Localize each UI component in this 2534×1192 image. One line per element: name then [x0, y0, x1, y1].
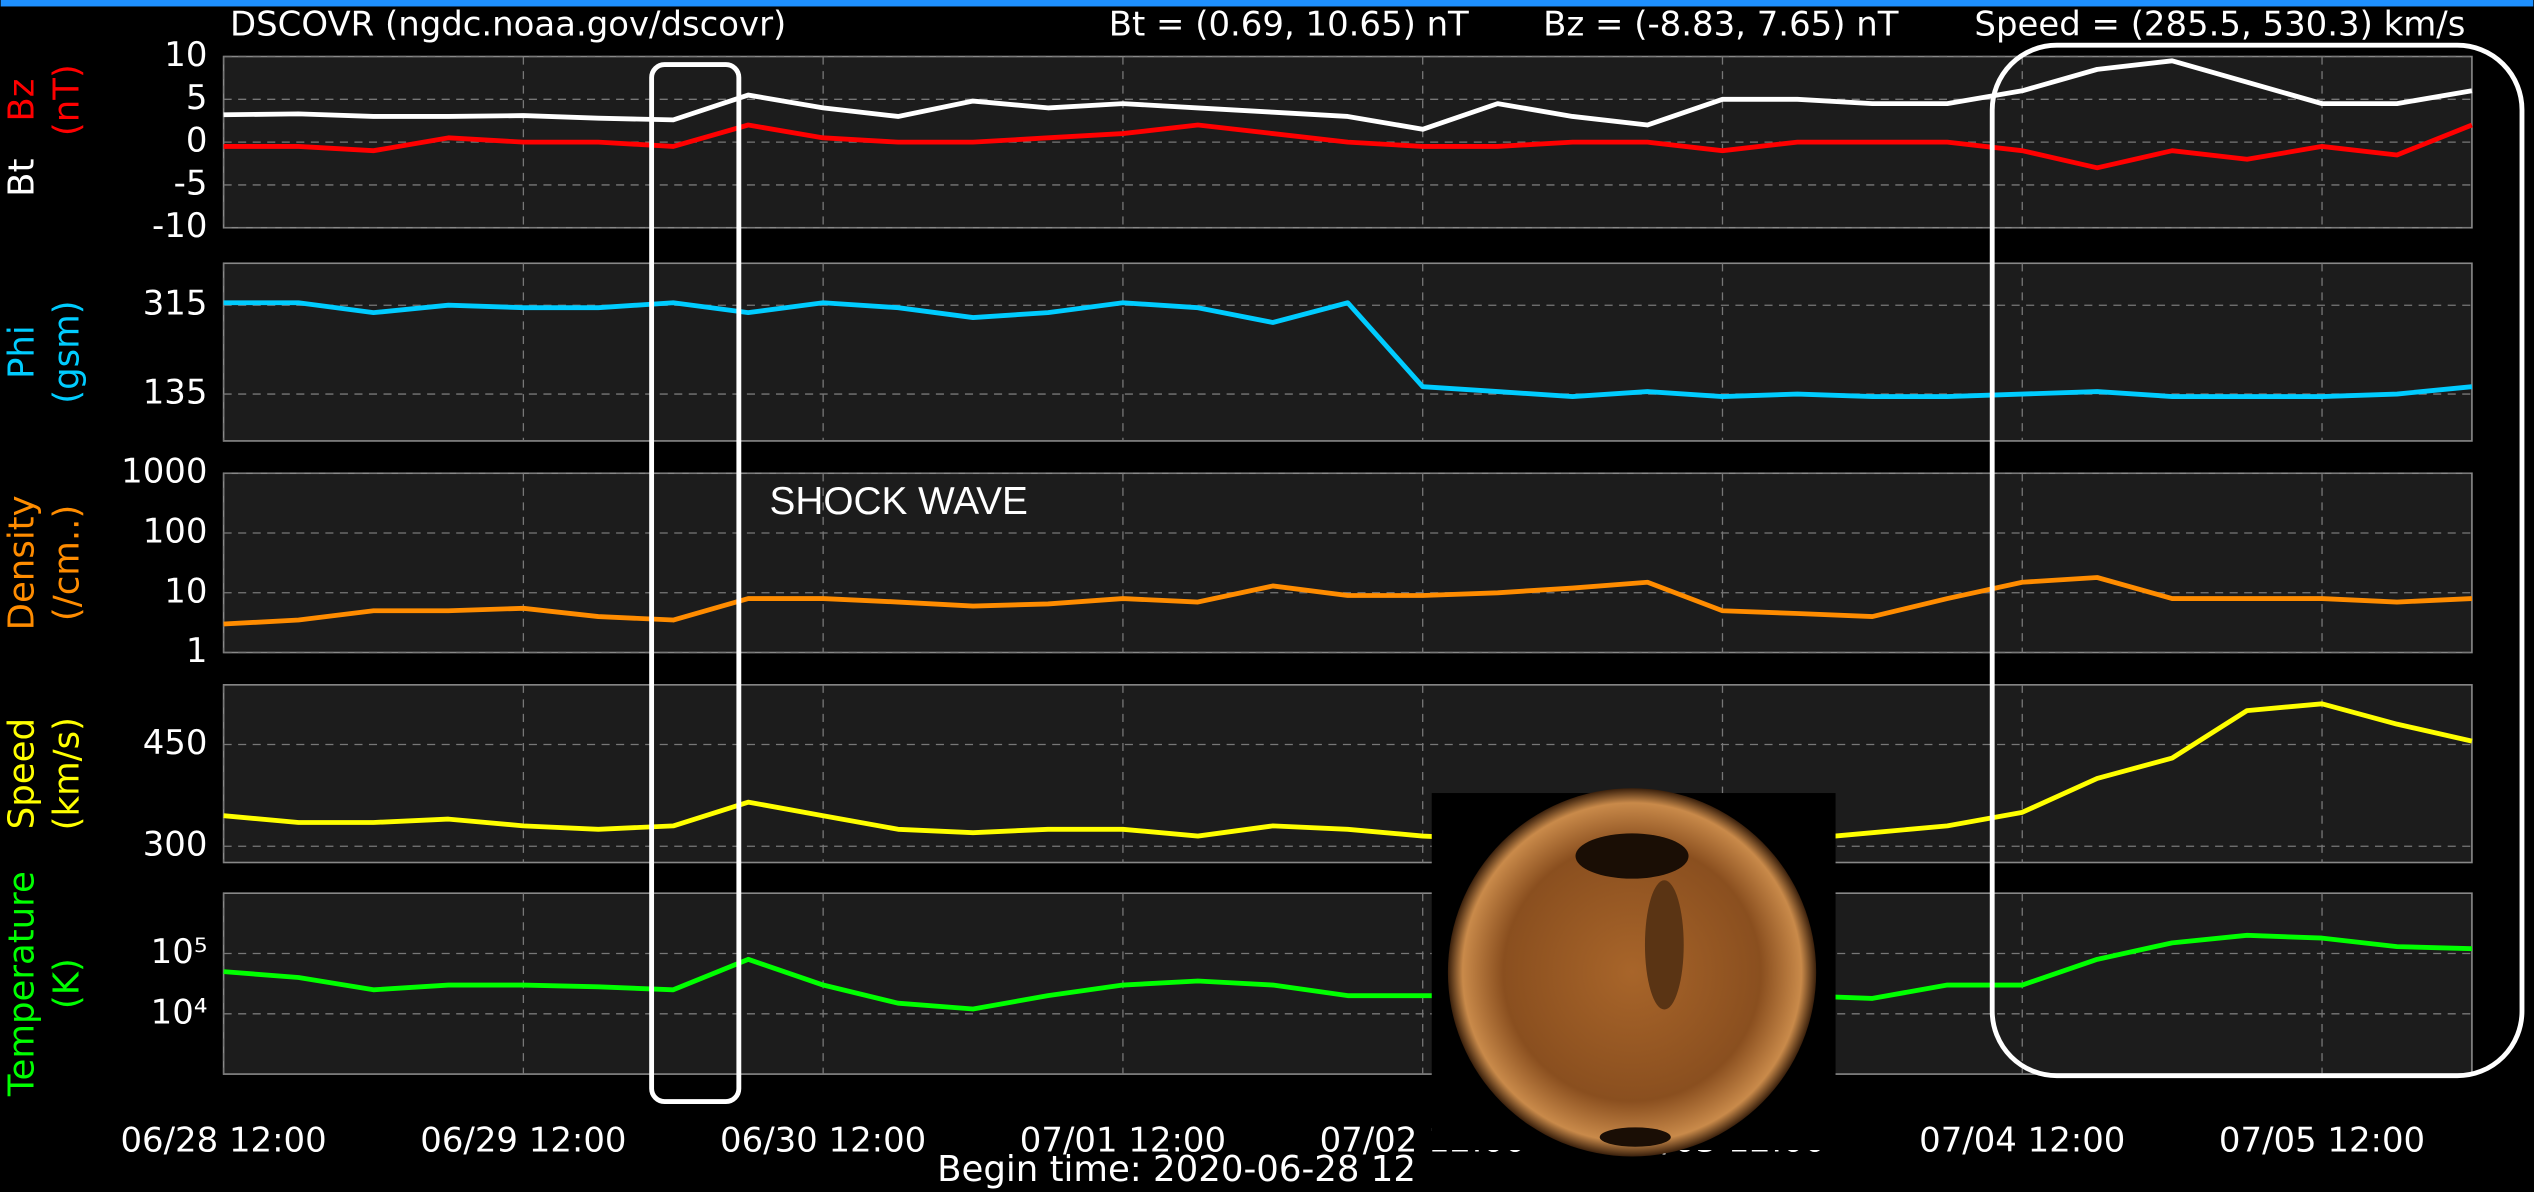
overlay	[649, 42, 2525, 1157]
y-tick-label: 5	[186, 78, 208, 117]
panel	[222, 262, 2473, 442]
y-tick-label: 300	[143, 825, 208, 864]
x-tick-label: 06/30 12:00	[720, 1120, 926, 1159]
y-tick-label: -5	[174, 163, 208, 202]
y-tick-label: 135	[143, 373, 208, 412]
coronal-hole	[1644, 880, 1684, 1010]
y-axis-label: (K)	[47, 958, 88, 1009]
y-axis-label: (km/s)	[47, 717, 88, 830]
annotation: SHOCK WAVE	[770, 480, 1028, 523]
y-tick-label: 10	[164, 35, 207, 74]
header-bz: Bz = (-8.83, 7.65) nT	[1543, 4, 1899, 43]
data-line	[223, 300, 2473, 399]
header-bt: Bt = (0.69, 10.65) nT	[1109, 4, 1469, 43]
top-bar	[0, 0, 2534, 7]
y-axis-label: (gsm)	[47, 300, 88, 403]
y-tick-label: 1	[186, 631, 208, 670]
y-axis-label: Temperature	[1, 871, 42, 1097]
y-tick-label: 1000	[121, 452, 207, 491]
y-tick-label: 10	[164, 571, 207, 610]
y-tick-label: 0	[186, 121, 208, 160]
y-tick-label: 315	[143, 284, 208, 323]
x-tick-label: 07/05 12:00	[2219, 1120, 2425, 1159]
panel	[222, 472, 2473, 654]
y-axis-label: Density	[1, 495, 42, 630]
y-axis-label: Speed	[1, 718, 42, 829]
x-tick-label: 07/01 12:00	[1020, 1120, 1226, 1159]
y-tick-label: 100	[143, 512, 208, 551]
highlight-box	[1989, 42, 2525, 1079]
legend-label: Bt	[1, 158, 42, 196]
y-tick-label: -10	[152, 206, 207, 245]
header-speed: Speed = (285.5, 530.3) km/s	[1974, 4, 2465, 43]
x-tick-label: 07/04 12:00	[1919, 1120, 2125, 1159]
begin-time: Begin time: 2020-06-28 12	[937, 1149, 1416, 1190]
x-tick-label: 06/29 12:00	[420, 1120, 626, 1159]
data-line	[223, 58, 2473, 132]
y-axis-label: Phi	[1, 325, 42, 379]
coronal-hole	[1599, 1127, 1671, 1147]
y-tick-label: 10⁴	[151, 992, 208, 1031]
y-tick-label: 10⁵	[151, 932, 208, 971]
data-line	[223, 575, 2473, 627]
y-axis-label: (nT)	[47, 64, 88, 136]
highlight-box	[649, 62, 742, 1104]
data-line	[223, 122, 2473, 171]
x-tick-label: 06/28 12:00	[120, 1120, 326, 1159]
panel	[222, 892, 2473, 1075]
coronal-hole	[1575, 833, 1689, 879]
y-axis-label: (/cm..)	[47, 505, 88, 621]
legend-label: Bz	[1, 79, 42, 122]
data-line	[223, 701, 2473, 846]
sun-disk	[1447, 788, 1817, 1157]
header-title: DSCOVR (ngdc.noaa.gov/dscovr)	[230, 4, 786, 43]
panel	[222, 684, 2473, 864]
data-line	[223, 932, 2472, 1012]
y-tick-label: 450	[143, 723, 208, 762]
